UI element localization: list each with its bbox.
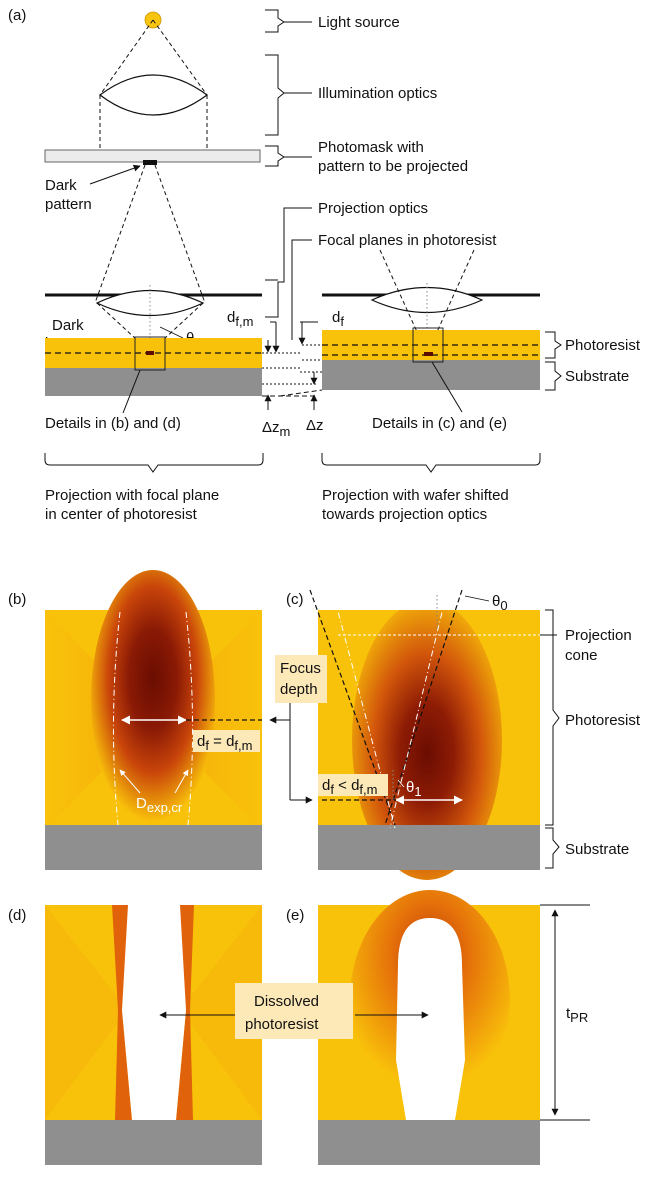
substrate-left — [45, 368, 262, 396]
substrate-right — [322, 360, 540, 390]
illumination-lens — [99, 74, 209, 116]
dfm-label: df,m — [227, 309, 253, 329]
panel-e-substrate — [318, 1120, 540, 1165]
photoresist-label: Photoresist — [565, 337, 641, 354]
dz-label: Δz — [306, 417, 324, 434]
detail-box-right — [412, 327, 444, 363]
dark-image-label-line1: Dark — [52, 317, 84, 334]
details-bd-label: Details in (b) and (d) — [45, 415, 181, 432]
panel-c-label: (c) — [286, 591, 304, 608]
df-lt-dfm-label: df < df,m — [322, 777, 377, 797]
substrate-label-2: Substrate — [565, 841, 629, 858]
detail-box-left — [134, 336, 166, 371]
projection-optics-label: Projection optics — [318, 200, 428, 217]
substrate-label: Substrate — [565, 368, 629, 385]
photomask-label-line1: Photomask with — [318, 139, 424, 156]
dark-pattern-label-line2: pattern — [45, 196, 92, 213]
dark-pattern — [143, 160, 157, 165]
dark-pattern-label-line1: Dark — [45, 177, 77, 194]
panel-d-label: (d) — [8, 907, 26, 924]
details-ce-label: Details in (c) and (e) — [372, 415, 507, 432]
caption-right-line1: Projection with wafer shifted — [322, 487, 509, 504]
theta0-c-label: θ0 — [492, 593, 508, 613]
caption-right-line2: towards projection optics — [322, 506, 487, 523]
panel-c-substrate — [318, 825, 540, 870]
focus-depth-box — [275, 655, 327, 703]
caption-left-line2: in center of photoresist — [45, 506, 198, 523]
panel-b-label: (b) — [8, 591, 26, 608]
illumination-optics-label: Illumination optics — [318, 85, 437, 102]
photoresist-label-2: Photoresist — [565, 712, 641, 729]
df-label: df — [332, 309, 344, 329]
focus-depth-label-line1: Focus — [280, 660, 321, 677]
dissolved-box — [235, 983, 353, 1039]
dissolved-label-line2: photoresist — [245, 1016, 319, 1033]
focus-depth-label-line2: depth — [280, 681, 318, 698]
df-eq-box — [193, 730, 260, 752]
panel-d-dissolved-region — [122, 905, 186, 1120]
tpr-label: tPR — [566, 1005, 588, 1025]
panel-e-label: (e) — [286, 907, 304, 924]
focal-planes-label: Focal planes in photoresist — [318, 232, 497, 249]
panel-d-substrate — [45, 1120, 262, 1165]
photomask-label-line2: pattern to be projected — [318, 158, 468, 175]
panel-b-substrate — [45, 825, 262, 870]
projection-cone-label-line2: cone — [565, 647, 598, 664]
theta1-label: θ1 — [406, 779, 422, 799]
light-source-label: Light source — [318, 14, 400, 31]
caption-left-line1: Projection with focal plane — [45, 487, 219, 504]
panel-a-label: (a) — [8, 7, 26, 24]
projection-cone-label-line1: Projection — [565, 627, 632, 644]
dzm-label: Δzm — [262, 419, 290, 439]
dexp-label: Dexp,cr — [136, 795, 183, 815]
panel-e-dissolved-region — [396, 918, 465, 1120]
dissolved-label-line1: Dissolved — [254, 993, 319, 1010]
df-eq-dfm-label: df = df,m — [197, 733, 252, 753]
df-lt-box — [318, 774, 388, 796]
panel-b-dark-region — [91, 570, 215, 830]
